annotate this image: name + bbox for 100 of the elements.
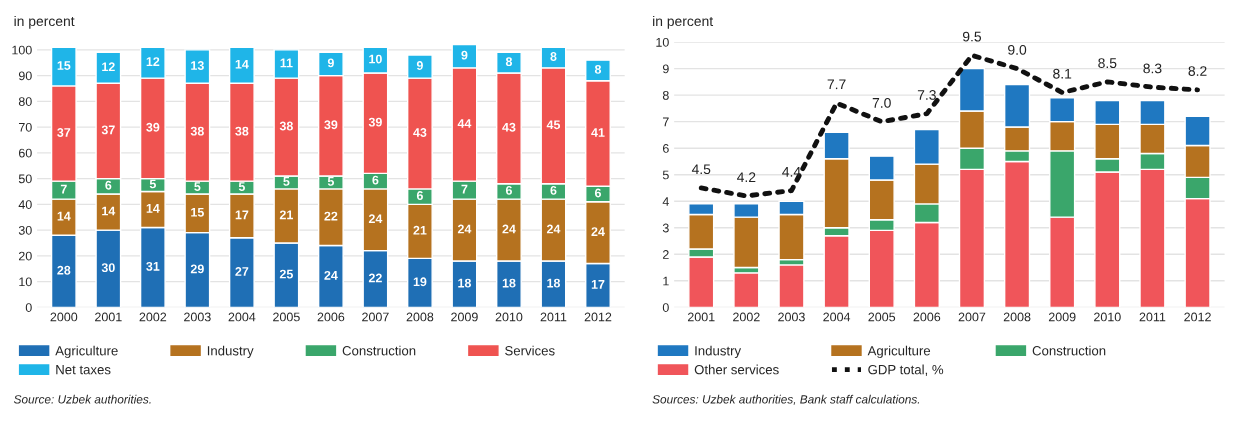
legend-label: Construction <box>1032 345 1106 356</box>
y-tick-label: 0 <box>25 303 32 312</box>
y-tick-label: 40 <box>18 200 32 209</box>
data-label: 14 <box>102 206 116 216</box>
data-label: 5 <box>149 179 156 189</box>
y-tick-label: 1 <box>663 276 669 286</box>
source-note: Source: Uzbek authorities. <box>13 394 151 404</box>
data-label: 8.1 <box>1053 68 1072 79</box>
bar <box>733 272 760 308</box>
data-label: 37 <box>57 128 71 137</box>
data-label: 29 <box>190 264 204 274</box>
bar <box>778 264 805 308</box>
data-label: 24 <box>502 224 516 234</box>
legend-label: Net taxes <box>56 365 111 375</box>
data-label: 4.4 <box>782 167 801 177</box>
x-tick-label: 2004 <box>228 312 256 322</box>
data-label: 39 <box>368 117 382 127</box>
data-label: 9.0 <box>1008 44 1027 55</box>
data-label: 44 <box>457 119 472 128</box>
data-label: 6 <box>105 180 112 190</box>
legend-label: GDP total, % <box>868 364 944 376</box>
data-label: 8 <box>594 64 602 74</box>
data-label: 12 <box>146 57 160 66</box>
data-label: 14 <box>235 59 249 69</box>
y-tick-label: 90 <box>18 71 32 81</box>
data-label: 8.3 <box>1143 63 1162 74</box>
y-tick-label: 50 <box>18 174 32 184</box>
data-label: 6 <box>550 185 557 195</box>
x-tick-label: 2012 <box>584 312 612 322</box>
data-label: 22 <box>324 211 338 221</box>
x-tick-label: 2009 <box>1048 312 1076 322</box>
legend-label: Agriculture <box>55 345 118 359</box>
data-label: 7 <box>461 184 468 194</box>
data-label: 24 <box>324 270 338 280</box>
x-tick-label: 2000 <box>50 312 78 322</box>
x-tick-label: 2002 <box>139 312 167 322</box>
y-tick-label: 7 <box>662 117 669 127</box>
data-label: 22 <box>368 273 382 283</box>
x-tick-label: 2001 <box>687 312 715 322</box>
x-tick-label: 2011 <box>1139 312 1166 322</box>
data-label: 5 <box>283 177 290 186</box>
data-label: 14 <box>57 211 71 221</box>
y-tick-label: 10 <box>19 277 32 287</box>
y-tick-label: 100 <box>12 45 32 55</box>
legend-label: Industry <box>207 345 254 359</box>
x-tick-label: 2006 <box>913 312 941 322</box>
data-label: 15 <box>57 61 71 70</box>
data-label: 6 <box>505 185 512 195</box>
y-tick-label: 10 <box>656 37 669 47</box>
x-tick-label: 2011 <box>540 312 567 322</box>
data-label: 7.0 <box>872 97 891 108</box>
data-label: 24 <box>368 214 383 224</box>
data-label: 8 <box>505 57 513 67</box>
data-label: 6 <box>372 175 379 185</box>
data-label: 45 <box>546 120 561 130</box>
data-label: 31 <box>146 261 160 271</box>
y-tick-label: 6 <box>662 143 669 153</box>
y-tick-label: 4 <box>662 197 669 206</box>
y-tick-label: 3 <box>662 223 669 233</box>
x-tick-label: 2005 <box>273 312 300 322</box>
data-label: 30 <box>101 263 115 273</box>
data-label: 5 <box>327 177 335 186</box>
data-label: 4.5 <box>691 164 711 175</box>
data-label: 7.7 <box>827 79 846 90</box>
x-tick-label: 2012 <box>1184 312 1211 322</box>
x-tick-label: 2010 <box>1094 312 1121 322</box>
data-label: 9.5 <box>962 31 982 42</box>
data-label: 21 <box>279 210 293 220</box>
x-tick-label: 2001 <box>95 312 122 322</box>
data-label: 5 <box>238 182 245 191</box>
data-label: 9 <box>416 61 423 70</box>
x-tick-label: 2007 <box>362 312 389 322</box>
data-label: 24 <box>457 224 472 234</box>
x-tick-label: 2004 <box>823 312 851 322</box>
x-tick-label: 2006 <box>317 312 345 322</box>
data-label: 18 <box>547 278 561 288</box>
y-tick-label: 30 <box>18 225 32 235</box>
data-label: 19 <box>413 277 427 287</box>
legend-label: Other services <box>694 364 779 375</box>
y-tick-label: 0 <box>662 303 669 312</box>
data-label: 39 <box>324 120 338 130</box>
data-label: 21 <box>413 225 427 235</box>
data-label: 6 <box>594 188 601 198</box>
x-tick-label: 2003 <box>184 312 211 322</box>
data-label: 14 <box>146 204 160 213</box>
data-label: 18 <box>502 278 516 288</box>
data-label: 27 <box>235 267 249 276</box>
y-tick-label: 5 <box>662 170 669 180</box>
data-label: 4.2 <box>737 172 756 182</box>
data-label: 38 <box>235 126 249 136</box>
data-label: 38 <box>279 121 293 131</box>
data-label: 17 <box>591 280 605 289</box>
data-label: 7.3 <box>917 90 936 100</box>
data-label: 10 <box>369 54 382 64</box>
data-label: 11 <box>280 58 293 68</box>
x-tick-label: 2008 <box>1003 312 1031 322</box>
y-tick-label: 70 <box>18 122 32 132</box>
legend-label: Construction <box>342 345 416 356</box>
source-note: Sources: Uzbek authorities, Bank staff calculations. <box>652 394 920 405</box>
data-label: 37 <box>101 125 115 135</box>
